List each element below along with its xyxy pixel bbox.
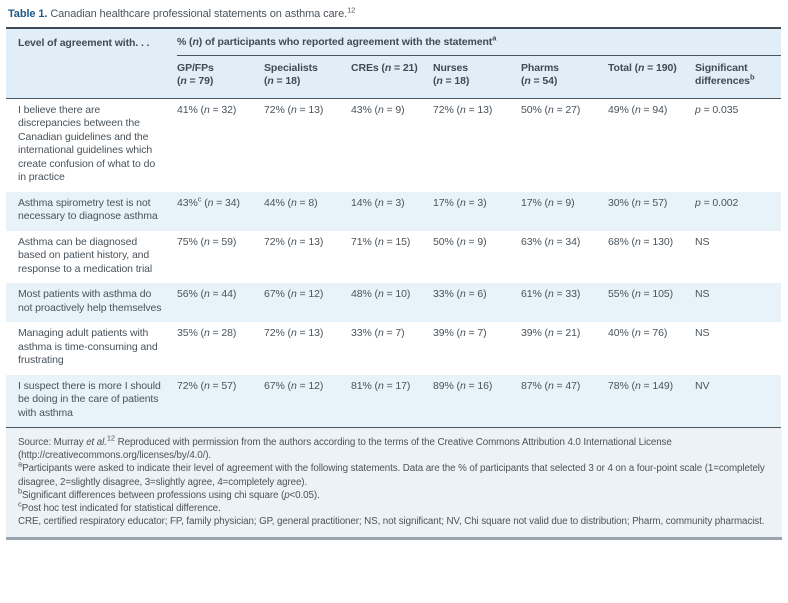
header-span-statement: % (n) of participants who reported agree… — [177, 28, 782, 56]
table-title-text: Canadian healthcare professional stateme… — [50, 8, 348, 20]
column-header-total: Total (n = 190) — [608, 55, 695, 98]
table-footnotes: Source: Murray et al.12 Reproduced with … — [6, 428, 782, 541]
statement-cell: I suspect there is more I should be doin… — [6, 374, 177, 428]
column-header-gp-fps: GP/FPs (n = 79) — [177, 55, 264, 98]
value-cell: 81% (n = 17) — [351, 374, 433, 428]
table-row: Managing adult patients with asthma is t… — [6, 322, 781, 375]
value-cell: 49% (n = 94) — [608, 103, 668, 116]
value-cell: 89% (n = 16) — [433, 374, 521, 428]
value-cell: 78% (n = 149) — [608, 374, 695, 428]
column-header-significant-differences: Significant differencesb — [695, 55, 782, 98]
column-header-pharms: Pharms (n = 54) — [521, 55, 608, 98]
significance-cell: NV — [695, 374, 782, 428]
value-cell: 33% (n = 6) — [433, 283, 521, 322]
value-cell: 30% (n = 57) — [608, 191, 695, 231]
significance-cell: NS — [695, 327, 710, 339]
value-cell: 63% (n = 34) — [521, 235, 581, 248]
table-title: Table 1. Canadian healthcare professiona… — [0, 0, 788, 27]
value-cell: 67% (n = 12) — [264, 283, 351, 322]
significance-cell: p = 0.035 — [695, 103, 739, 116]
table-header: Level of agreement with. . . % (n) of pa… — [6, 28, 782, 98]
value-cell: 33% (n = 7) — [351, 327, 405, 339]
value-cell: 39% (n = 7) — [433, 327, 487, 339]
statement-cell: Asthma spirometry test is not necessary … — [6, 191, 177, 231]
significance-cell: NS — [695, 283, 782, 322]
value-cell: 72% (n = 13) — [433, 103, 493, 116]
value-cell: 61% (n = 33) — [521, 283, 608, 322]
footnote-c: cPost hoc test indicated for statistical… — [18, 499, 221, 515]
column-header-nurses: Nurses (n = 18) — [433, 55, 521, 98]
table-row: Most patients with asthma do not proacti… — [6, 283, 782, 322]
table-row: Asthma can be diagnosed based on patient… — [6, 231, 781, 284]
statement-cell: I believe there are discrepancies betwee… — [18, 103, 156, 184]
value-cell: 56% (n = 44) — [177, 283, 264, 322]
value-cell: 72% (n = 13) — [264, 235, 324, 248]
value-cell: 50% (n = 27) — [521, 103, 581, 116]
data-table: Level of agreement with. . . % (n) of pa… — [6, 27, 782, 428]
value-cell: 14% (n = 3) — [351, 191, 433, 231]
value-cell: 48% (n = 10) — [351, 283, 433, 322]
value-cell: 17% (n = 9) — [521, 191, 608, 231]
value-cell: 17% (n = 3) — [433, 191, 521, 231]
table-body: I believe there are discrepancies betwee… — [6, 98, 782, 428]
statement-cell: Managing adult patients with asthma is t… — [18, 327, 158, 366]
value-cell: 72% (n = 13) — [264, 327, 324, 339]
table-row: Asthma spirometry test is not necessary … — [6, 191, 782, 231]
footnote-source: Source: Murray et al.12 Reproduced with … — [18, 433, 672, 462]
table-row: I suspect there is more I should be doin… — [6, 374, 782, 428]
footnote-a: aParticipants were asked to indicate the… — [18, 460, 765, 488]
column-header-cres: CREs (n = 21) — [351, 55, 433, 98]
value-cell: 44% (n = 8) — [264, 191, 351, 231]
value-cell: 72% (n = 13) — [264, 103, 324, 116]
value-cell: 40% (n = 76) — [608, 327, 668, 339]
value-cell: 71% (n = 15) — [351, 235, 411, 248]
statement-cell: Most patients with asthma do not proacti… — [6, 283, 177, 322]
value-cell: 55% (n = 105) — [608, 283, 695, 322]
value-cell: 68% (n = 130) — [608, 235, 673, 248]
table-container: Level of agreement with. . . % (n) of pa… — [6, 27, 782, 428]
column-header-specialists: Specialists (n = 18) — [264, 55, 351, 98]
value-cell: 35% (n = 28) — [177, 327, 237, 339]
footnote-b: bSignificant differences between profess… — [18, 486, 320, 501]
significance-cell: NS — [695, 235, 710, 248]
value-cell: 72% (n = 57) — [177, 374, 264, 428]
title-reference-sup: 12 — [347, 5, 356, 15]
value-cell: 41% (n = 32) — [177, 103, 237, 116]
table-row: I believe there are discrepancies betwee… — [6, 98, 781, 192]
value-cell: 43% (n = 9) — [351, 103, 405, 116]
statement-cell: Asthma can be diagnosed based on patient… — [18, 235, 153, 275]
footnote-abbreviations: CRE, certified respiratory educator; FP,… — [18, 516, 765, 528]
value-cell: 87% (n = 47) — [521, 374, 608, 428]
value-cell: 75% (n = 59) — [177, 235, 237, 248]
table-title-label: Table 1. — [8, 8, 48, 20]
header-level-of-agreement: Level of agreement with. . . — [6, 28, 177, 98]
value-cell: 67% (n = 12) — [264, 374, 351, 428]
value-cell: 50% (n = 9) — [433, 235, 487, 248]
significance-cell: p = 0.002 — [695, 191, 782, 231]
etal-italic: et al. — [86, 437, 107, 448]
value-cell: 39% (n = 21) — [521, 327, 581, 339]
value-cell: 43%c (n = 34) — [177, 191, 264, 231]
